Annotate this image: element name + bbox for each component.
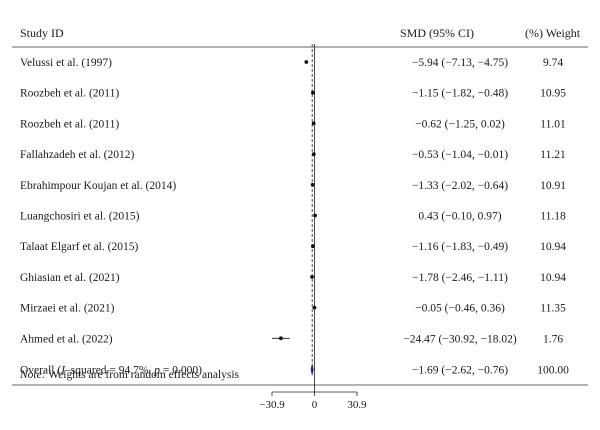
- study-ci-text: −24.47 (−30.92, −18.02): [403, 333, 517, 345]
- study-ci-text: −0.05 (−0.46, 0.36): [415, 303, 505, 315]
- study-row: Roozbeh et al. (2011) −0.62 (−1.25, 0.02)…: [20, 118, 566, 130]
- study-label: Ahmed et al. (2022): [20, 333, 113, 345]
- study-point: [311, 121, 316, 126]
- study-row: Fallahzadeh et al. (2012) −0.53 (−1.04, −…: [20, 149, 566, 161]
- study-row: Ahmed et al. (2022) −24.47 (−30.92, −18.0…: [20, 333, 563, 345]
- study-weight: 11.18: [540, 211, 566, 223]
- study-row: Ghiasian et al. (2021) −1.78 (−2.46, −1.1…: [20, 272, 566, 284]
- study-point: [304, 60, 309, 64]
- study-label: Roozbeh et al. (2011): [20, 88, 119, 100]
- study-ci-text: 0.43 (−0.10, 0.97): [418, 211, 501, 223]
- study-weight: 10.91: [540, 180, 566, 192]
- study-point: [278, 336, 283, 341]
- overall-row: Overall (I–squared = 94.7%, p = 0.000) −…: [20, 363, 569, 377]
- study-label: Fallahzadeh et al. (2012): [20, 149, 134, 161]
- study-point: [312, 305, 317, 310]
- study-weight: 11.21: [540, 149, 566, 161]
- x-axis: −30.9 0 30.9: [259, 391, 367, 411]
- study-label: Ebrahimpour Koujan et al. (2014): [20, 180, 176, 192]
- study-label: Mirzaei et al. (2021): [20, 303, 115, 315]
- study-point: [311, 244, 315, 249]
- study-ci-text: −5.94 (−7.13, −4.75): [412, 57, 508, 69]
- study-point: [313, 213, 317, 218]
- study-row: Mirzaei et al. (2021) −0.05 (−0.46, 0.36)…: [20, 303, 566, 315]
- overall-diamond: [310, 363, 314, 376]
- study-label: Velussi et al. (1997): [20, 57, 112, 69]
- study-weight: 11.35: [540, 303, 566, 315]
- study-point: [311, 90, 315, 95]
- study-weight: 10.94: [540, 241, 566, 253]
- study-point: [311, 152, 316, 157]
- study-point: [310, 182, 315, 187]
- study-row: Ebrahimpour Koujan et al. (2014) −1.33 (−…: [20, 180, 566, 192]
- study-rows: Velussi et al. (1997) −5.94 (−7.13, −4.75…: [20, 57, 566, 345]
- study-label: Ghiasian et al. (2021): [20, 272, 120, 284]
- study-ci-text: −1.16 (−1.83, −0.49): [412, 241, 508, 253]
- x-axis-tick-label: 0: [312, 399, 318, 411]
- study-ci-text: −1.15 (−1.82, −0.48): [412, 88, 508, 100]
- study-point: [310, 275, 314, 279]
- header-weight: (%) Weight: [525, 26, 581, 40]
- study-weight: 11.01: [540, 118, 566, 130]
- overall-ci-text: −1.69 (−2.62, −0.76): [412, 365, 508, 377]
- header-study-id: Study ID: [20, 26, 64, 40]
- overall-label: Overall (I–squared = 94.7%, p = 0.000): [20, 365, 202, 377]
- study-weight: 10.95: [540, 88, 566, 100]
- study-row: Velussi et al. (1997) −5.94 (−7.13, −4.75…: [20, 57, 563, 69]
- study-weight: 10.94: [540, 272, 566, 284]
- study-ci-text: −1.33 (−2.02, −0.64): [412, 180, 508, 192]
- study-weight: 1.76: [543, 333, 563, 345]
- study-label: Roozbeh et al. (2011): [20, 118, 119, 130]
- study-label: Luangchosiri et al. (2015): [20, 211, 140, 223]
- overall-weight: 100.00: [537, 365, 569, 377]
- x-axis-tick-label: −30.9: [259, 399, 285, 411]
- study-weight: 9.74: [543, 57, 563, 69]
- footnote: Note: Weights are from random effects an…: [19, 369, 240, 381]
- study-ci-text: −0.53 (−1.04, −0.01): [412, 149, 508, 161]
- study-row: Luangchosiri et al. (2015) 0.43 (−0.10, 0…: [20, 211, 566, 223]
- study-label: Talaat Elgarf et al. (2015): [20, 241, 138, 253]
- study-row: Roozbeh et al. (2011) −1.15 (−1.82, −0.48…: [20, 88, 566, 100]
- study-row: Talaat Elgarf et al. (2015) −1.16 (−1.83,…: [20, 241, 566, 253]
- study-ci-text: −1.78 (−2.46, −1.11): [412, 272, 508, 284]
- study-ci-text: −0.62 (−1.25, 0.02): [415, 118, 505, 130]
- header-smd: SMD (95% CI): [400, 26, 474, 40]
- x-axis-tick-label: 30.9: [347, 399, 367, 411]
